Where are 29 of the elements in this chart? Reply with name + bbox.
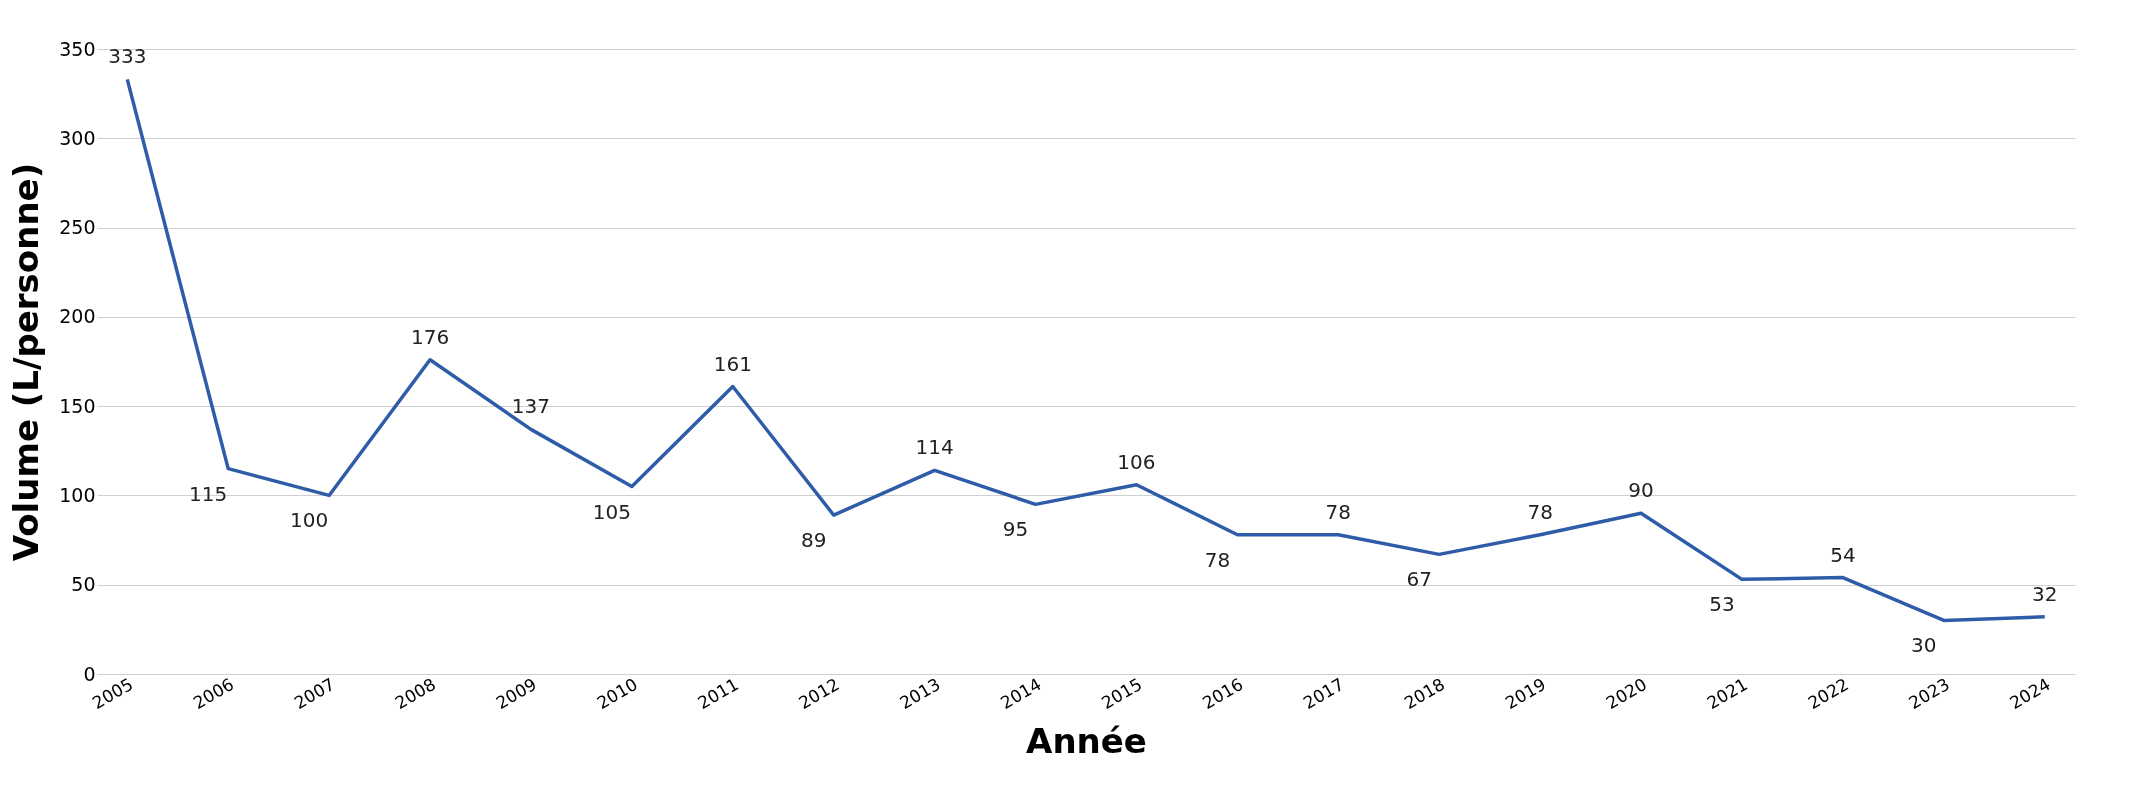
data-label: 115	[189, 481, 228, 506]
y-tick-label: 300	[59, 126, 96, 149]
y-tick-label: 50	[71, 573, 96, 596]
y-tick-label: 250	[59, 216, 96, 239]
data-label: 100	[290, 508, 329, 533]
data-label: 54	[1830, 542, 1856, 567]
data-label: 78	[1204, 547, 1231, 572]
data-label: 30	[1911, 633, 1937, 658]
data-label: 78	[1325, 499, 1352, 524]
y-tick-label: 200	[59, 305, 96, 328]
y-tick-label: 350	[59, 37, 96, 60]
data-label: 78	[1527, 499, 1553, 524]
data-label: 176	[410, 324, 450, 349]
data-label: 53	[1709, 592, 1735, 617]
data-label: 161	[713, 351, 752, 376]
data-label: 32	[2032, 581, 2058, 606]
data-label: 114	[915, 435, 954, 460]
data-label: 89	[800, 528, 827, 553]
x-axis-title: Année	[1026, 720, 1147, 761]
data-label: 333	[108, 44, 147, 69]
data-label: 67	[1406, 567, 1432, 592]
y-tick-label: 100	[59, 483, 96, 506]
data-label: 105	[592, 499, 631, 524]
data-label: 90	[1628, 478, 1654, 503]
y-tick-label: 150	[59, 394, 96, 417]
y-axis-title: Volume (L/personne)	[6, 162, 47, 562]
data-label: 137	[511, 394, 551, 419]
data-label: 95	[1002, 517, 1029, 542]
data-label: 106	[1117, 449, 1156, 474]
